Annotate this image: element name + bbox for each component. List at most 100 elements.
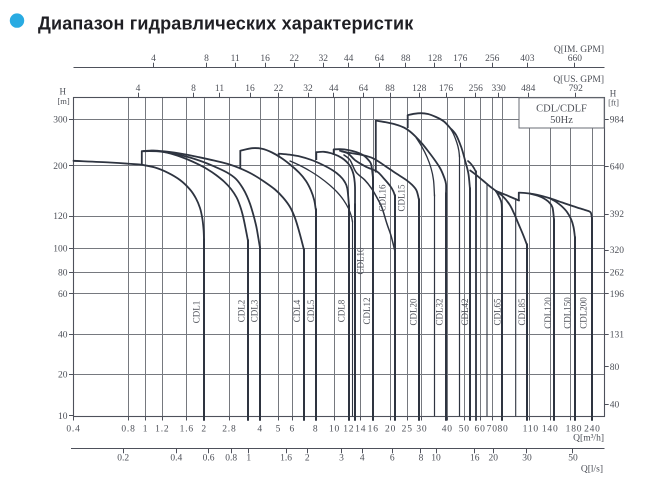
- svg-text:10: 10: [329, 425, 340, 435]
- svg-text:792: 792: [569, 84, 584, 94]
- svg-text:CDL10: CDL10: [355, 247, 365, 275]
- svg-text:16: 16: [368, 425, 379, 435]
- svg-text:CDL1: CDL1: [192, 301, 202, 324]
- svg-text:660: 660: [568, 54, 583, 64]
- svg-text:64: 64: [375, 54, 385, 64]
- svg-text:CDL32: CDL32: [434, 299, 444, 326]
- svg-text:Q[l/s]: Q[l/s]: [581, 465, 603, 475]
- svg-text:CDL20: CDL20: [409, 298, 419, 326]
- svg-text:1: 1: [143, 425, 149, 435]
- svg-text:CDL5: CDL5: [306, 299, 316, 322]
- svg-text:392: 392: [610, 210, 625, 220]
- svg-text:CDL15: CDL15: [397, 184, 407, 212]
- svg-text:1.6: 1.6: [280, 454, 292, 464]
- svg-text:CDL/CDLF: CDL/CDLF: [536, 104, 587, 115]
- svg-text:330: 330: [491, 84, 506, 94]
- svg-text:22: 22: [274, 84, 284, 94]
- svg-text:40: 40: [442, 425, 453, 435]
- svg-text:131: 131: [610, 331, 625, 341]
- svg-text:0.4: 0.4: [170, 454, 182, 464]
- svg-text:20: 20: [58, 371, 68, 381]
- svg-text:10: 10: [431, 454, 441, 464]
- svg-text:50Hz: 50Hz: [550, 115, 573, 126]
- svg-text:256: 256: [485, 54, 500, 64]
- svg-text:44: 44: [344, 54, 354, 64]
- svg-text:[m]: [m]: [57, 96, 69, 106]
- svg-text:CDL42: CDL42: [460, 299, 470, 326]
- svg-text:200: 200: [53, 162, 68, 172]
- svg-text:1.6: 1.6: [180, 425, 194, 435]
- svg-text:2.8: 2.8: [222, 425, 236, 435]
- svg-text:100: 100: [53, 244, 68, 254]
- svg-text:44: 44: [329, 84, 339, 94]
- svg-text:30: 30: [522, 454, 532, 464]
- svg-text:CDL85: CDL85: [517, 298, 527, 326]
- svg-text:8: 8: [204, 54, 209, 64]
- svg-text:0.8: 0.8: [225, 454, 237, 464]
- svg-text:30: 30: [416, 425, 427, 435]
- svg-text:5: 5: [276, 425, 282, 435]
- svg-text:0.4: 0.4: [66, 425, 80, 435]
- svg-text:4: 4: [360, 454, 365, 464]
- svg-text:50: 50: [568, 454, 578, 464]
- svg-text:80: 80: [610, 363, 620, 373]
- svg-text:180: 180: [566, 425, 583, 435]
- svg-text:128: 128: [412, 84, 427, 94]
- svg-text:11: 11: [215, 84, 224, 94]
- svg-text:40: 40: [610, 401, 620, 411]
- svg-text:CDL4: CDL4: [292, 299, 302, 322]
- svg-text:2: 2: [201, 425, 207, 435]
- svg-text:[ft]: [ft]: [608, 98, 619, 108]
- svg-text:6: 6: [390, 454, 395, 464]
- svg-text:176: 176: [453, 54, 468, 64]
- svg-text:70: 70: [487, 425, 498, 435]
- svg-text:4: 4: [257, 425, 263, 435]
- svg-text:88: 88: [401, 54, 411, 64]
- svg-text:0.6: 0.6: [203, 454, 215, 464]
- svg-text:CDL65: CDL65: [492, 298, 502, 326]
- svg-text:6: 6: [290, 425, 296, 435]
- svg-text:300: 300: [53, 115, 68, 125]
- svg-text:CDL8: CDL8: [336, 299, 346, 322]
- svg-text:16: 16: [245, 84, 255, 94]
- svg-text:4: 4: [151, 54, 156, 64]
- svg-text:984: 984: [610, 115, 625, 125]
- svg-text:50: 50: [459, 425, 470, 435]
- svg-text:0.8: 0.8: [121, 425, 135, 435]
- svg-text:Q[US. GPM]: Q[US. GPM]: [553, 75, 604, 85]
- svg-text:32: 32: [303, 84, 313, 94]
- svg-text:1.2: 1.2: [155, 425, 169, 435]
- svg-text:Q[m³/h]: Q[m³/h]: [573, 434, 604, 444]
- svg-text:140: 140: [542, 425, 559, 435]
- svg-text:14: 14: [355, 425, 366, 435]
- svg-text:8: 8: [419, 454, 424, 464]
- svg-text:11: 11: [231, 54, 240, 64]
- svg-text:3: 3: [339, 454, 344, 464]
- svg-text:8: 8: [313, 425, 319, 435]
- svg-text:88: 88: [385, 84, 395, 94]
- svg-text:484: 484: [521, 84, 536, 94]
- svg-text:CDL2: CDL2: [237, 300, 247, 323]
- svg-text:12: 12: [343, 425, 354, 435]
- svg-text:CDL150: CDL150: [562, 297, 572, 329]
- svg-text:196: 196: [610, 290, 625, 300]
- svg-text:176: 176: [439, 84, 454, 94]
- svg-text:256: 256: [469, 84, 484, 94]
- svg-text:25: 25: [402, 425, 413, 435]
- svg-text:120: 120: [53, 212, 68, 222]
- svg-text:Диапазон гидравлических характ: Диапазон гидравлических характеристик: [38, 14, 414, 34]
- svg-text:16: 16: [470, 454, 480, 464]
- svg-text:20: 20: [385, 425, 396, 435]
- svg-text:CDL12: CDL12: [362, 298, 372, 325]
- svg-text:80: 80: [58, 268, 68, 278]
- svg-text:64: 64: [359, 84, 369, 94]
- svg-text:16: 16: [260, 54, 270, 64]
- svg-text:32: 32: [318, 54, 328, 64]
- svg-text:22: 22: [289, 54, 299, 64]
- svg-text:CDL3: CDL3: [250, 299, 260, 322]
- svg-text:0.2: 0.2: [117, 454, 129, 464]
- svg-text:Q[IM. GPM]: Q[IM. GPM]: [554, 45, 604, 55]
- svg-text:240: 240: [584, 425, 601, 435]
- svg-text:CDL120: CDL120: [543, 297, 553, 329]
- svg-text:2: 2: [305, 454, 310, 464]
